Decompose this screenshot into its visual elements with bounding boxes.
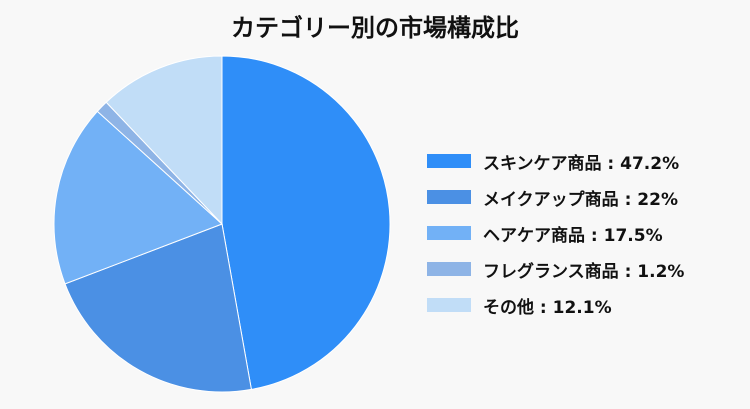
pie-slice-1 <box>221 55 391 390</box>
legend-label: メイクアップ商品 : 22% <box>483 189 678 210</box>
legend-item: その他 : 12.1% <box>427 287 684 323</box>
legend-item: スキンケア商品 : 47.2% <box>427 143 684 179</box>
legend-item: ヘアケア商品 : 17.5% <box>427 215 684 251</box>
legend-item: メイクアップ商品 : 22% <box>427 179 684 215</box>
legend-label: フレグランス商品 : 1.2% <box>483 261 685 282</box>
legend-label: その他 : 12.1% <box>483 297 612 318</box>
pie-slice-3 <box>53 110 223 285</box>
pie-slice-2 <box>64 223 252 393</box>
legend-label: スキンケア商品 : 47.2% <box>483 153 680 174</box>
legend-swatch <box>427 298 471 312</box>
legend: スキンケア商品 : 47.2% メイクアップ商品 : 22% ヘアケア商品 : 17… <box>427 143 684 323</box>
legend-item: フレグランス商品 : 1.2% <box>427 251 684 287</box>
legend-swatch <box>427 262 471 276</box>
legend-swatch <box>427 154 471 168</box>
legend-label: ヘアケア商品 : 17.5% <box>483 225 663 246</box>
legend-swatch <box>427 190 471 204</box>
pie-slice-5 <box>105 55 223 226</box>
chart-title: カテゴリー別の市場構成比 <box>231 14 519 42</box>
legend-swatch <box>427 226 471 240</box>
